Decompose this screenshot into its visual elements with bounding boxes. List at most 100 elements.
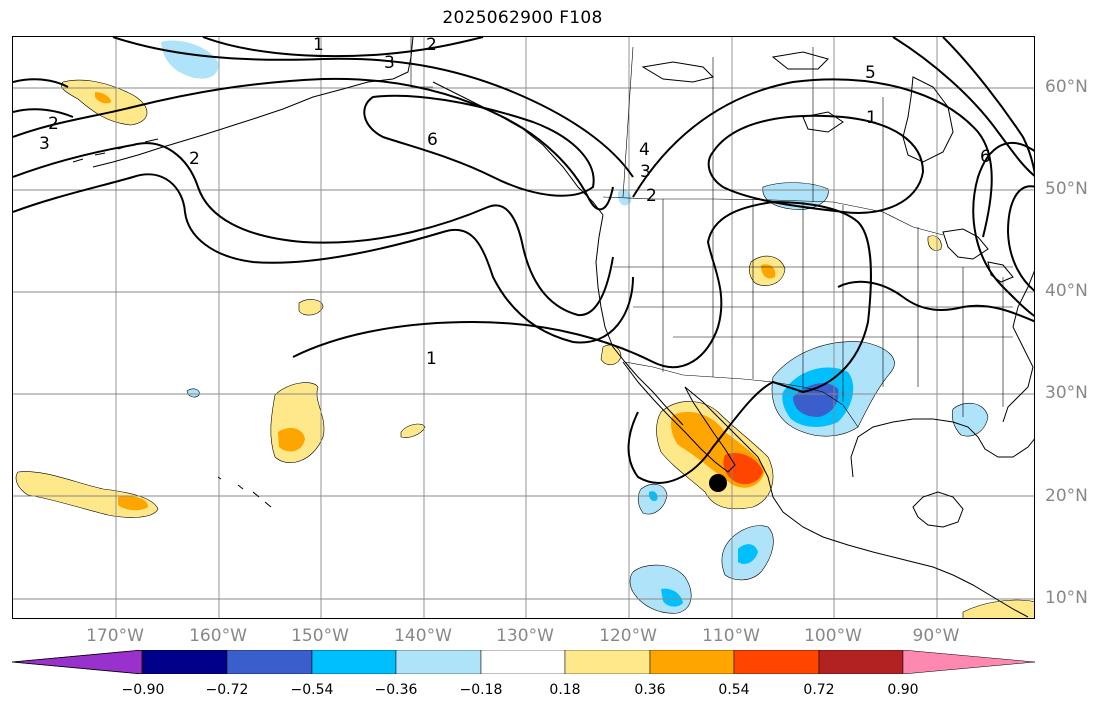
anomaly-patch-aleutian [161, 40, 219, 79]
anomaly-patch-east-pacific-c [629, 564, 692, 614]
alaska-coast [92, 37, 414, 168]
contour-label: 1 [866, 108, 877, 128]
contour-label: 3 [640, 162, 651, 182]
anomaly-patch-east-pacific-b-core [738, 544, 758, 564]
anomaly-patch-south-pacific [15, 471, 159, 518]
contour-top-left [13, 78, 74, 118]
colorbar-segment [142, 650, 228, 674]
contour-label: 1 [426, 349, 437, 369]
contour-label: 3 [384, 53, 395, 73]
great-lakes [942, 228, 1014, 283]
lon-label: 140°W [394, 626, 452, 646]
anomaly-patch-mid [400, 423, 426, 438]
contour-east-2 [1006, 185, 1034, 292]
colorbar-segment [226, 650, 313, 674]
contour-southeast [837, 280, 1034, 323]
contour-1-pacific [292, 200, 872, 484]
colorbar-segment [311, 650, 397, 674]
anomaly-patch-hawaii-small [186, 388, 200, 398]
west-coast [595, 214, 684, 426]
colorbar-tick: −0.18 [459, 682, 503, 698]
map-svg: 1 2 3 5 1 6 2 3 4 3 2 6 1 2 [13, 37, 1034, 618]
alaska-canada-border [410, 37, 433, 88]
colorbar-segment [649, 650, 735, 674]
contour-label: 6 [427, 130, 438, 150]
anomaly-patch-calif [600, 344, 622, 366]
aleutians [72, 138, 159, 163]
colorbar-segment [733, 650, 820, 674]
negative-anomaly-shading [161, 40, 989, 614]
mexico-west-coast [684, 386, 1029, 618]
lat-label: 20°N [1045, 486, 1088, 506]
map-title: 2025062900 F108 [442, 8, 603, 28]
contour-label: 2 [646, 186, 657, 206]
colorbar-svg [12, 650, 1035, 674]
colorbar-segment [564, 650, 651, 674]
contours [13, 37, 1034, 484]
hudson-bay [902, 76, 954, 163]
east-coast [1002, 270, 1034, 423]
contour-east-3 [942, 37, 1034, 176]
political-borders [410, 37, 1013, 428]
lon-label: 110°W [702, 626, 760, 646]
anomaly-patch-south-core [118, 496, 148, 511]
lat-label: 50°N [1045, 179, 1088, 199]
contour-6-loop [363, 94, 595, 197]
colorbar-tick: 0.90 [887, 682, 919, 698]
lon-label: 150°W [291, 626, 349, 646]
lat-label: 30°N [1045, 383, 1088, 403]
lon-label: 120°W [599, 626, 657, 646]
positive-anomaly-shading [15, 79, 1034, 618]
contour-label: 2 [48, 114, 59, 134]
colorbar-segments [12, 650, 1035, 674]
lat-label: 40°N [1045, 281, 1088, 301]
colorbar-tick: 0.72 [803, 682, 835, 698]
graticule [13, 37, 1034, 618]
anomaly-patch-baja-core [723, 452, 763, 485]
anomaly-patch-se-corner [962, 599, 1034, 618]
lon-label: 90°W [912, 626, 960, 646]
contour-east-1 [972, 141, 1034, 317]
anomaly-patch-great-lakes [927, 235, 942, 251]
lon-label: 100°W [804, 626, 862, 646]
contour-labels: 1 2 3 5 1 6 2 3 4 3 2 6 1 2 [39, 37, 991, 369]
lat-label: 10°N [1045, 588, 1088, 608]
contour-label: 5 [865, 63, 876, 83]
contour-label: 1 [313, 37, 324, 55]
coastlines [72, 37, 1034, 618]
colorbar-segment [480, 650, 566, 674]
map-panel: 1 2 3 5 1 6 2 3 4 3 2 6 1 2 [12, 36, 1035, 619]
contour-canada-high-1 [707, 114, 925, 214]
colorbar-tick: 0.18 [549, 682, 581, 698]
anomaly-patch-southwest-core [761, 264, 776, 279]
state-lines [613, 199, 1013, 417]
anomaly-patch-hawaii-core [278, 427, 305, 452]
us-mexico-border [624, 361, 859, 428]
location-marker [709, 474, 727, 492]
colorbar-tick: −0.90 [121, 682, 165, 698]
colorbar-tick: 0.36 [634, 682, 666, 698]
contour-canada-high-5 [632, 78, 993, 238]
colorbar-segment [12, 650, 144, 674]
anomaly-patch-small [298, 299, 324, 316]
lon-label: 170°W [86, 626, 144, 646]
canada-provinces [622, 46, 884, 212]
lat-label: 60°N [1045, 77, 1088, 97]
anomaly-patch-east-pacific-c-core [661, 588, 683, 607]
colorbar-tick: −0.54 [290, 682, 334, 698]
colorbar-segment [395, 650, 482, 674]
colorbar-segment [902, 650, 1035, 674]
hawaii-islands [217, 476, 272, 508]
contour-4-north [13, 77, 614, 211]
contour-east-4 [892, 37, 1034, 177]
gulf-coast [850, 418, 1034, 478]
baja-peninsula [622, 361, 736, 473]
yucatan [912, 491, 964, 528]
colorbar-tick: 0.54 [718, 682, 750, 698]
contour-5-north [112, 37, 634, 178]
colorbar-tick: −0.36 [374, 682, 418, 698]
contour-label: 6 [980, 147, 991, 167]
contour-label: 3 [39, 134, 50, 154]
anomaly-patch-hawaii-north [270, 382, 325, 464]
contour-2-pacific [13, 173, 634, 344]
